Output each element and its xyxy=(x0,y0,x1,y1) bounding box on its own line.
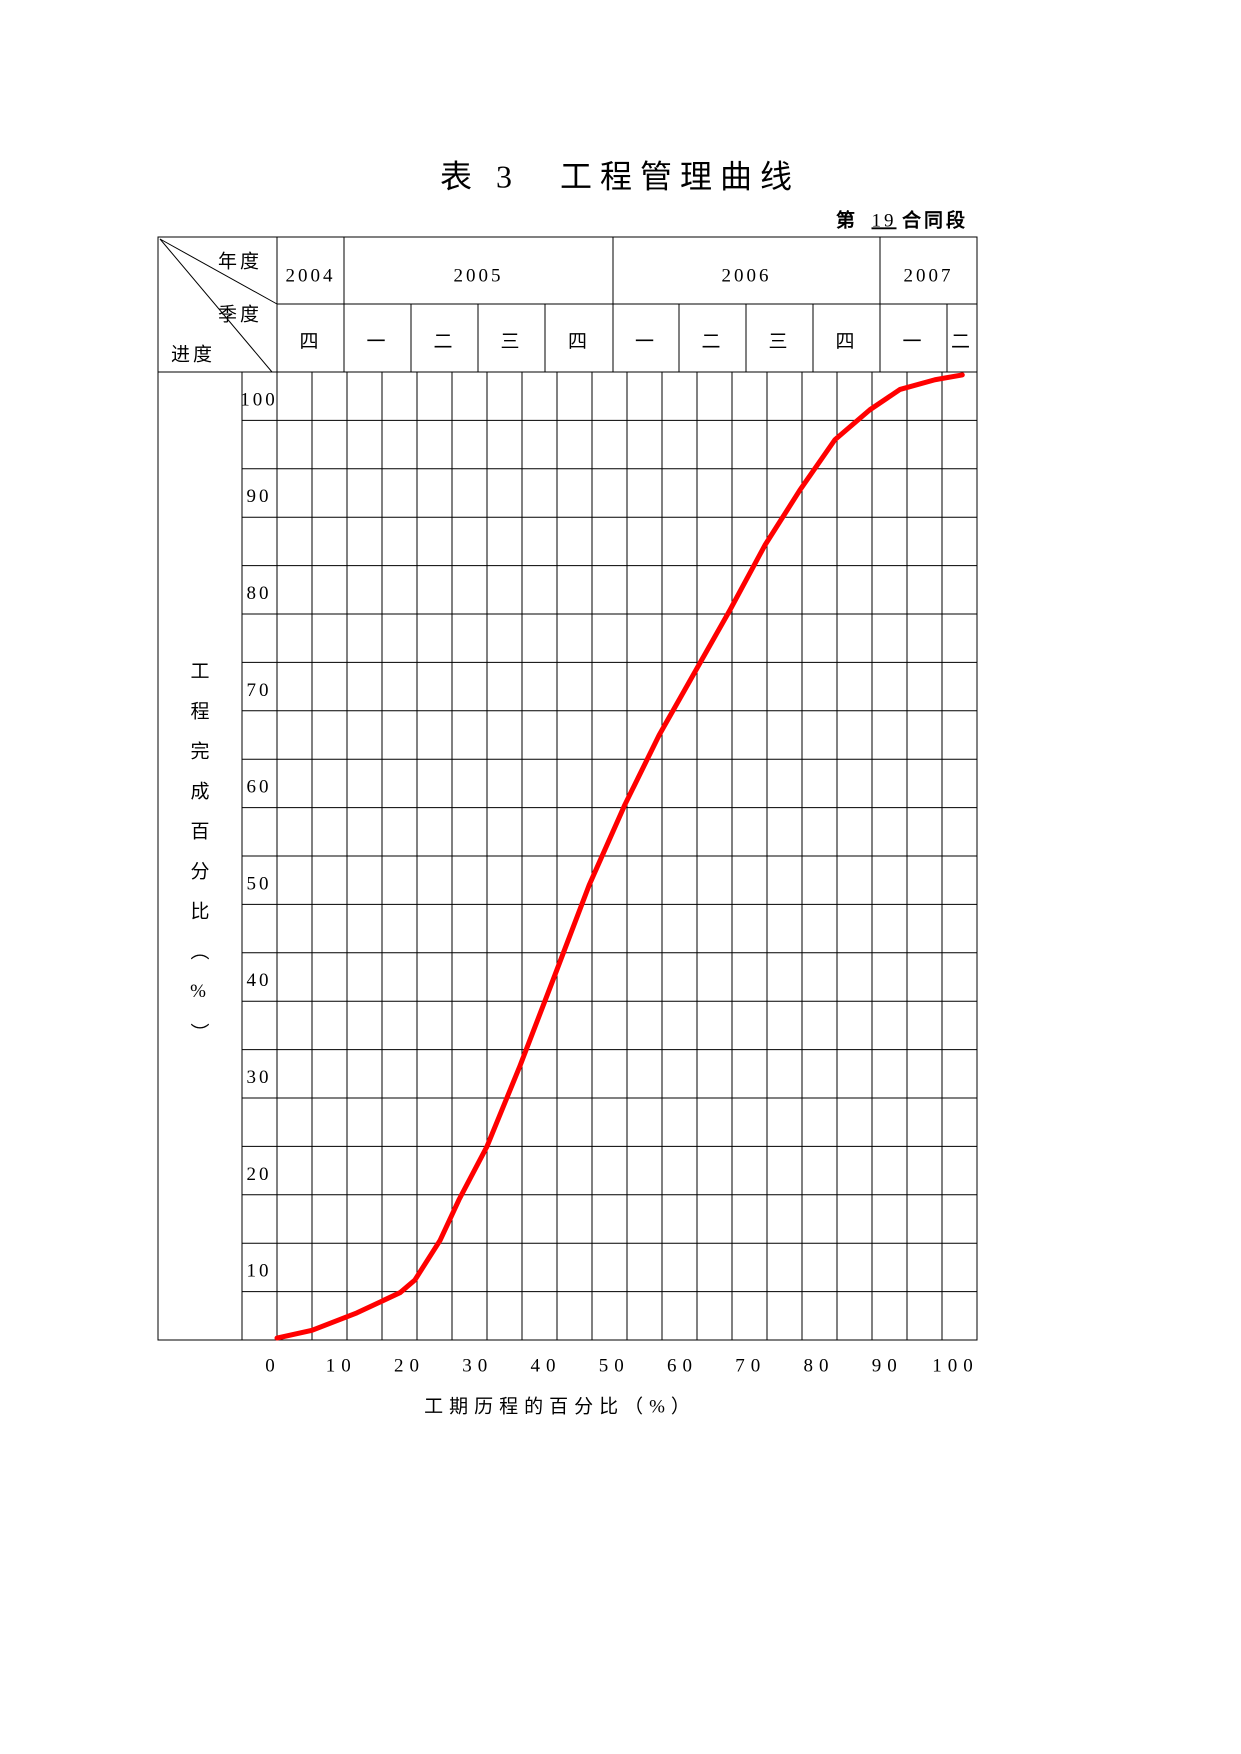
x-tick-label: 90 xyxy=(872,1355,903,1376)
y-tick-label: 20 xyxy=(247,1164,272,1185)
y-tick-label: 70 xyxy=(247,680,272,701)
x-tick-label: 80 xyxy=(804,1355,835,1376)
contract-suffix: 合同段 xyxy=(902,208,968,231)
x-tick-label: 70 xyxy=(735,1355,766,1376)
quarter: 二 xyxy=(701,331,723,352)
quarter: 四 xyxy=(568,331,590,352)
x-tick-label: 10 xyxy=(326,1355,357,1376)
title: 表 3 工程管理曲线 xyxy=(440,158,800,194)
y-tick-label: 50 xyxy=(247,873,272,894)
y-tick-label: 100 xyxy=(240,389,278,410)
y-tick-label: 40 xyxy=(247,970,272,991)
x-tick-label: 100 xyxy=(932,1355,979,1376)
quarter: 二 xyxy=(433,331,455,352)
contract-number: 19 xyxy=(872,210,897,231)
y-axis-title: 工程完成百分比（%） xyxy=(188,661,210,1063)
x-tick-label: 40 xyxy=(531,1355,562,1376)
y-tick-label: 60 xyxy=(247,777,272,798)
year: 2007 xyxy=(904,265,954,286)
x-tick-label: 60 xyxy=(667,1355,698,1376)
x-tick-label: 20 xyxy=(394,1355,425,1376)
year: 2006 xyxy=(722,265,772,286)
y-tick-label: 90 xyxy=(247,486,272,507)
quarter: 三 xyxy=(768,331,790,352)
quarter: 三 xyxy=(500,331,522,352)
y-tick-label: 10 xyxy=(247,1261,272,1282)
table-border xyxy=(157,236,978,1341)
y-tick-label: 80 xyxy=(247,583,272,604)
year: 2004 xyxy=(286,265,336,286)
quarter-label: 季度 xyxy=(218,303,262,325)
x-tick-label: 0 xyxy=(265,1355,281,1376)
x-tick-label: 30 xyxy=(462,1355,493,1376)
quarter: 四 xyxy=(835,331,857,352)
quarter: 一 xyxy=(635,331,657,352)
contract-prefix: 第 xyxy=(836,208,858,231)
x-tick-label: 50 xyxy=(599,1355,630,1376)
progress-label: 进度 xyxy=(171,343,215,365)
y-tick-label: 30 xyxy=(247,1067,272,1088)
x-axis-title: 工期历程的百分比（%） xyxy=(424,1395,696,1417)
quarter: 一 xyxy=(902,331,924,352)
curve xyxy=(274,372,965,1341)
quarter: 一 xyxy=(366,331,388,352)
diagonal xyxy=(159,238,278,305)
year: 2005 xyxy=(454,265,504,286)
quarter: 二 xyxy=(951,331,973,352)
quarter: 四 xyxy=(299,331,321,352)
year-label: 年度 xyxy=(218,250,262,272)
diagonal xyxy=(159,238,273,373)
